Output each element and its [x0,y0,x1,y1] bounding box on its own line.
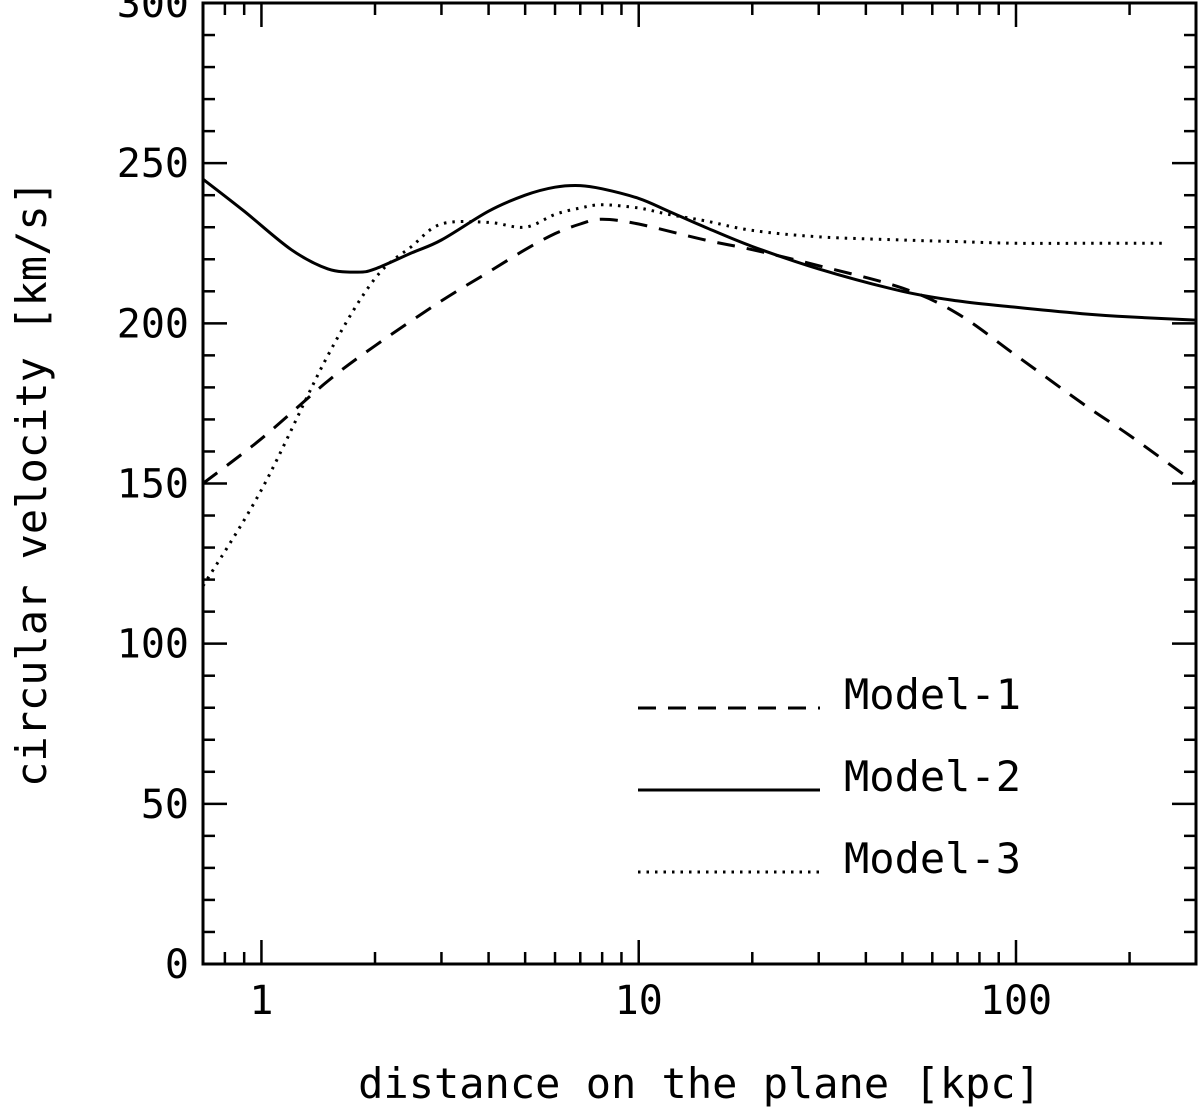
plot-frame [201,1,1198,966]
y-tick-label: 0 [165,942,189,988]
legend-label: Model-3 [844,834,1021,883]
y-tick-label: 300 [117,0,189,27]
x-axis-title: distance on the plane [kpc] [358,1059,1041,1108]
y-tick-label: 50 [141,782,189,828]
y-tick-label: 250 [117,141,189,187]
x-tick-label: 10 [615,978,663,1024]
series-lines [203,178,1196,587]
legend-label: Model-1 [844,670,1021,719]
series-line-model-2 [203,178,1196,322]
axis-ticks [201,1,1198,966]
series-line-model-3 [203,203,1167,587]
x-tick-label: 1 [249,978,273,1024]
legend: Model-1 Model-2 Model-3 [638,670,1021,883]
y-axis-title: circular velocity [km/s] [7,180,56,787]
y-tick-label: 200 [117,301,189,347]
y-tick-label: 100 [117,622,189,668]
legend-label: Model-2 [844,752,1021,801]
tick-labels: 0 50 100 150 200 250 300 1 10 100 [117,0,1052,1024]
x-tick-label: 100 [980,978,1052,1024]
y-tick-label: 150 [117,462,189,508]
series-line-model-1 [203,217,1196,485]
